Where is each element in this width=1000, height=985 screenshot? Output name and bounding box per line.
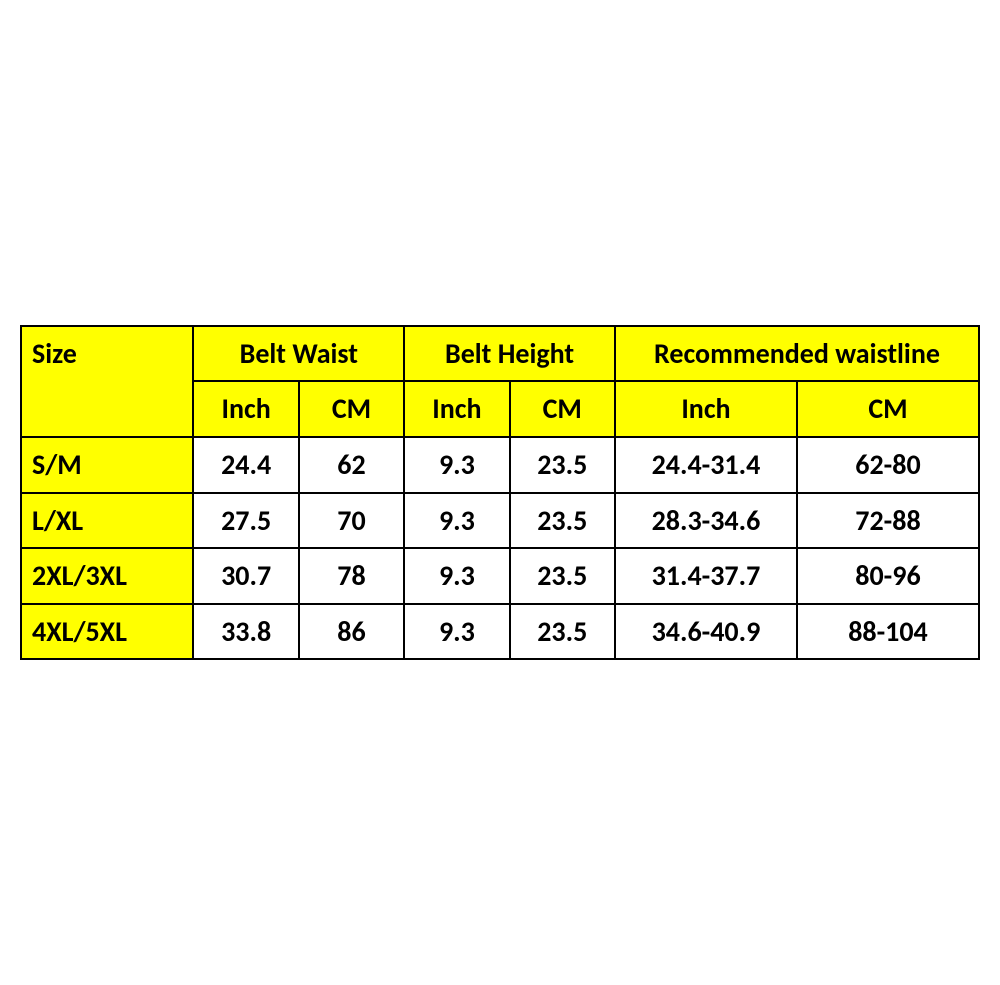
cell: 88-104 <box>797 604 979 660</box>
sub-bw-cm: CM <box>299 381 404 437</box>
sub-rw-inch: Inch <box>615 381 797 437</box>
cell: 62 <box>299 437 404 493</box>
cell: 78 <box>299 548 404 604</box>
cell: 34.6-40.9 <box>615 604 797 660</box>
cell: 72-88 <box>797 493 979 549</box>
cell: 23.5 <box>510 493 615 549</box>
cell: 24.4 <box>193 437 298 493</box>
cell-size: 4XL/5XL <box>21 604 193 660</box>
sub-bw-inch: Inch <box>193 381 298 437</box>
table-row: S/M 24.4 62 9.3 23.5 24.4-31.4 62-80 <box>21 437 979 493</box>
cell: 9.3 <box>404 437 509 493</box>
cell: 62-80 <box>797 437 979 493</box>
size-chart-container: Size Belt Waist Belt Height Recommended … <box>20 325 980 661</box>
cell: 23.5 <box>510 604 615 660</box>
cell: 86 <box>299 604 404 660</box>
sub-bh-inch: Inch <box>404 381 509 437</box>
cell: 9.3 <box>404 493 509 549</box>
header-size: Size <box>21 326 193 437</box>
header-recommended: Recommended waistline <box>615 326 979 382</box>
cell: 27.5 <box>193 493 298 549</box>
cell-size: 2XL/3XL <box>21 548 193 604</box>
sub-bh-cm: CM <box>510 381 615 437</box>
cell: 33.8 <box>193 604 298 660</box>
cell-size: L/XL <box>21 493 193 549</box>
table-row: 4XL/5XL 33.8 86 9.3 23.5 34.6-40.9 88-10… <box>21 604 979 660</box>
cell: 23.5 <box>510 548 615 604</box>
cell: 23.5 <box>510 437 615 493</box>
cell: 24.4-31.4 <box>615 437 797 493</box>
cell: 28.3-34.6 <box>615 493 797 549</box>
header-belt-waist: Belt Waist <box>193 326 404 382</box>
cell: 70 <box>299 493 404 549</box>
cell: 9.3 <box>404 548 509 604</box>
size-chart-table: Size Belt Waist Belt Height Recommended … <box>20 325 980 661</box>
table-row: 2XL/3XL 30.7 78 9.3 23.5 31.4-37.7 80-96 <box>21 548 979 604</box>
cell: 30.7 <box>193 548 298 604</box>
cell-size: S/M <box>21 437 193 493</box>
header-belt-height: Belt Height <box>404 326 615 382</box>
header-row-1: Size Belt Waist Belt Height Recommended … <box>21 326 979 382</box>
cell: 9.3 <box>404 604 509 660</box>
cell: 31.4-37.7 <box>615 548 797 604</box>
sub-rw-cm: CM <box>797 381 979 437</box>
table-row: L/XL 27.5 70 9.3 23.5 28.3-34.6 72-88 <box>21 493 979 549</box>
cell: 80-96 <box>797 548 979 604</box>
